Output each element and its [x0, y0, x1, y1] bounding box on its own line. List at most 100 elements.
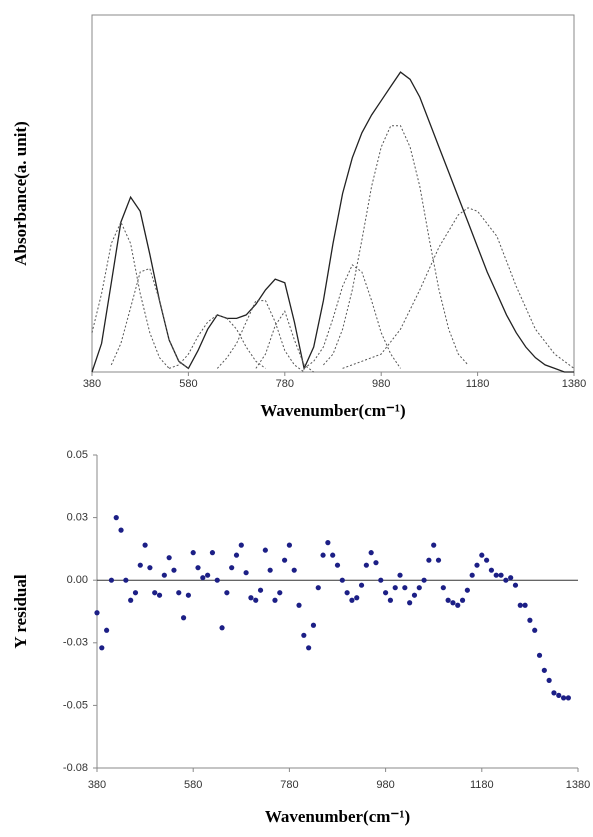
y-tick-label: -0.08 — [63, 762, 88, 774]
residual-point — [272, 597, 278, 603]
residual-point — [310, 622, 317, 628]
residual-point — [296, 602, 302, 608]
residual-point — [546, 677, 552, 683]
residual-point — [257, 587, 264, 593]
residual-point — [315, 585, 321, 591]
residual-point — [344, 590, 350, 596]
residual-point — [435, 557, 442, 563]
x-tick-label: 780 — [276, 378, 294, 390]
residual-point — [484, 557, 490, 563]
residual-point — [128, 597, 134, 603]
x-tick-label: 980 — [376, 779, 394, 791]
residual-point — [488, 567, 495, 573]
residual-point — [320, 552, 326, 558]
residual-point — [219, 625, 225, 631]
residual-point — [142, 542, 148, 548]
residual-point — [209, 550, 216, 556]
residual-point — [354, 595, 360, 601]
residual-point — [291, 567, 297, 573]
residual-point — [560, 695, 567, 701]
residual-point — [161, 572, 167, 578]
residual-point — [512, 582, 519, 588]
residual-point — [325, 540, 331, 546]
residual-point — [411, 592, 418, 598]
residual-point — [387, 597, 394, 603]
fitted-peak — [303, 264, 401, 369]
y-axis-label: Absorbance(a. unit) — [11, 121, 30, 266]
residual-point — [224, 590, 230, 596]
residual-point — [137, 562, 143, 568]
x-tick-label: 1180 — [466, 378, 490, 390]
spectrum-line — [91, 71, 574, 373]
residual-point — [286, 542, 292, 548]
residual-point — [113, 515, 119, 521]
residual-point — [185, 592, 191, 598]
residual-point — [339, 577, 345, 583]
residual-point — [397, 572, 403, 578]
x-axis-label: Wavenumber(cm⁻¹) — [265, 807, 410, 826]
residual-point — [541, 667, 547, 673]
residual-point — [426, 557, 432, 563]
fitted-peak — [91, 220, 170, 369]
residual-point — [464, 587, 470, 593]
residual-point — [99, 645, 105, 651]
residual-point — [108, 577, 115, 583]
residual-point — [243, 570, 249, 576]
residual-point — [450, 600, 456, 606]
x-tick-label: 1380 — [566, 779, 590, 791]
x-tick-label: 780 — [280, 779, 298, 791]
residual-point — [277, 590, 283, 596]
residual-point — [262, 547, 268, 553]
residual-point — [407, 600, 413, 606]
residual-point — [104, 627, 110, 633]
residual-point — [363, 562, 369, 568]
residual-point — [200, 575, 206, 581]
residual-point — [527, 617, 533, 623]
x-axis-label: Wavenumber(cm⁻¹) — [260, 401, 405, 420]
fitted-peak — [342, 207, 575, 369]
residual-point — [517, 602, 523, 608]
residual-point — [421, 577, 427, 583]
residual-point — [445, 597, 451, 603]
residual-point — [214, 577, 220, 583]
fitted-peak — [255, 310, 314, 373]
y-tick-label: -0.05 — [63, 699, 88, 711]
residual-point — [118, 527, 124, 533]
residual-point — [508, 575, 514, 581]
residual-point — [498, 572, 504, 578]
residual-point — [176, 590, 182, 596]
residual-point — [402, 585, 408, 591]
residual-point — [459, 597, 466, 603]
residual-point — [156, 592, 163, 598]
x-tick-label: 380 — [83, 378, 101, 390]
residual-point — [267, 567, 273, 573]
residual-point — [195, 565, 201, 571]
x-tick-label: 580 — [179, 378, 197, 390]
residual-point — [281, 557, 288, 563]
residual-point — [551, 690, 557, 696]
residual-point — [253, 597, 259, 603]
residual-point — [378, 577, 384, 583]
x-tick-label: 380 — [88, 779, 106, 791]
x-tick-label: 980 — [372, 378, 390, 390]
residual-point — [248, 595, 254, 601]
residual-point — [368, 550, 374, 556]
residual-point — [306, 645, 312, 651]
plot-frame — [91, 14, 575, 373]
residual-point — [532, 627, 538, 633]
residual-point — [373, 560, 379, 566]
residual-point — [330, 552, 336, 558]
residual-point — [474, 562, 480, 568]
y-tick-label: 0.00 — [67, 574, 88, 586]
residual-point — [132, 590, 139, 596]
residual-point — [479, 552, 485, 558]
residual-point — [455, 602, 461, 608]
residual-point — [556, 692, 562, 698]
residual-point — [123, 577, 129, 583]
y-tick-label: 0.05 — [67, 449, 88, 461]
residual-point — [152, 590, 158, 596]
residual-point — [233, 552, 240, 558]
residual-point — [565, 695, 571, 701]
residual-point — [493, 572, 499, 578]
residual-point — [349, 597, 355, 603]
